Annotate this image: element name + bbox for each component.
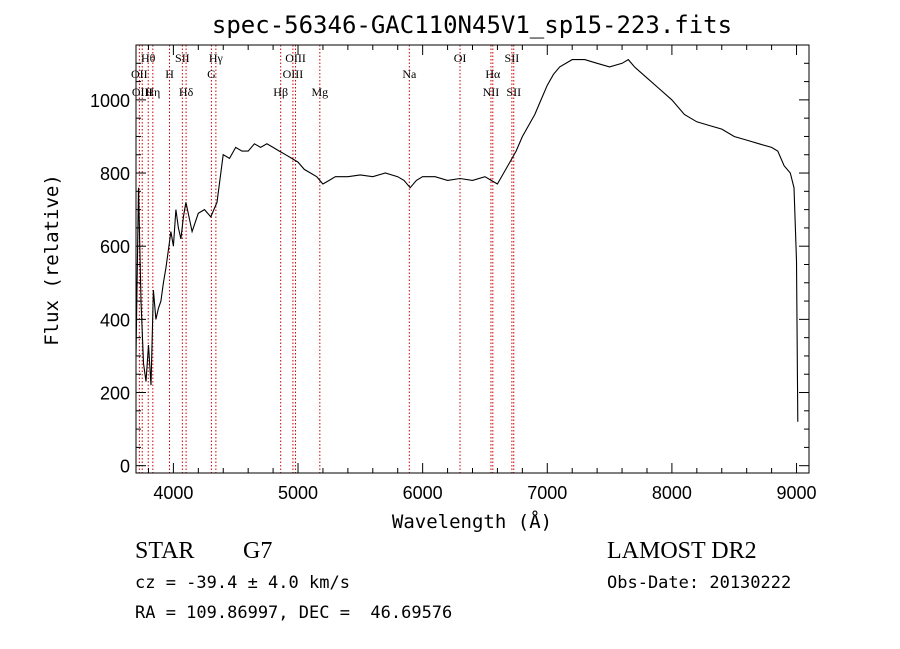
emission-line-label: SII xyxy=(505,51,520,65)
emission-line-label: Hθ xyxy=(141,51,156,65)
y-tick-label: 200 xyxy=(100,384,130,404)
emission-line-label: Hβ xyxy=(273,85,288,99)
emission-line-label: OI xyxy=(454,51,467,65)
plot-frame xyxy=(135,44,810,474)
emission-line-label: Hη xyxy=(145,85,160,99)
emission-line-label: G xyxy=(207,67,216,81)
x-tick-label: 7000 xyxy=(527,483,567,503)
x-tick-label: 6000 xyxy=(403,483,443,503)
y-axis-label: Flux (relative) xyxy=(41,174,63,346)
emission-line-label: Mg xyxy=(311,85,328,99)
y-axis-ticks: 0 200 400 600 800 1000 xyxy=(90,62,809,477)
y-tick-label: 1000 xyxy=(90,91,130,111)
x-tick-label: 9000 xyxy=(777,483,817,503)
emission-line-label: OIII xyxy=(283,67,304,81)
x-axis-label: Wavelength (Å) xyxy=(392,510,552,533)
x-axis-ticks: 4000 5000 6000 7000 8000 9000 xyxy=(147,45,817,503)
object-class: STAR xyxy=(135,538,195,564)
emission-line-label: OII xyxy=(131,67,148,81)
y-tick-label: 0 xyxy=(120,457,130,477)
x-tick-label: 5000 xyxy=(278,483,318,503)
spectrum-series-line xyxy=(135,58,799,422)
object-subclass: G7 xyxy=(243,538,273,564)
emission-line-label: OIII xyxy=(285,51,306,65)
survey-name: LAMOST DR2 xyxy=(607,538,757,564)
x-tick-label: 4000 xyxy=(153,483,193,503)
observation-date: Obs-Date: 20130222 xyxy=(607,573,792,593)
x-tick-label: 8000 xyxy=(652,483,692,503)
emission-line-label: Hγ xyxy=(209,51,224,65)
chart-title: spec-56346-GAC110N45V1_sp15-223.fits xyxy=(212,11,732,39)
emission-line-label: OIII xyxy=(132,85,153,99)
emission-line-label: Na xyxy=(402,67,417,81)
emission-line-label: NII xyxy=(483,85,500,99)
emission-line-label: SII xyxy=(175,51,190,65)
emission-line-label: Hδ xyxy=(179,85,194,99)
y-tick-label: 600 xyxy=(100,237,130,257)
redshift-cz: cz = -39.4 ± 4.0 km/s xyxy=(135,573,350,593)
emission-line-label: SII xyxy=(506,85,521,99)
y-tick-label: 800 xyxy=(100,164,130,184)
sky-coordinates: RA = 109.86997, DEC = 46.69576 xyxy=(135,603,453,623)
emission-line-markers xyxy=(138,45,515,473)
emission-line-label: H xyxy=(165,67,174,81)
y-tick-label: 400 xyxy=(100,310,130,330)
emission-line-label: Hα xyxy=(485,67,501,81)
